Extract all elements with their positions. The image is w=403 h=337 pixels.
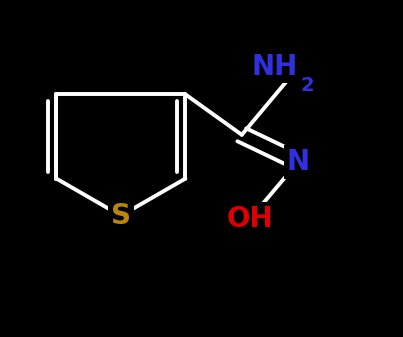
- Text: 2: 2: [300, 76, 314, 95]
- Text: NH: NH: [252, 53, 298, 82]
- Text: S: S: [111, 202, 131, 230]
- Text: N: N: [287, 148, 310, 176]
- Text: OH: OH: [226, 205, 273, 233]
